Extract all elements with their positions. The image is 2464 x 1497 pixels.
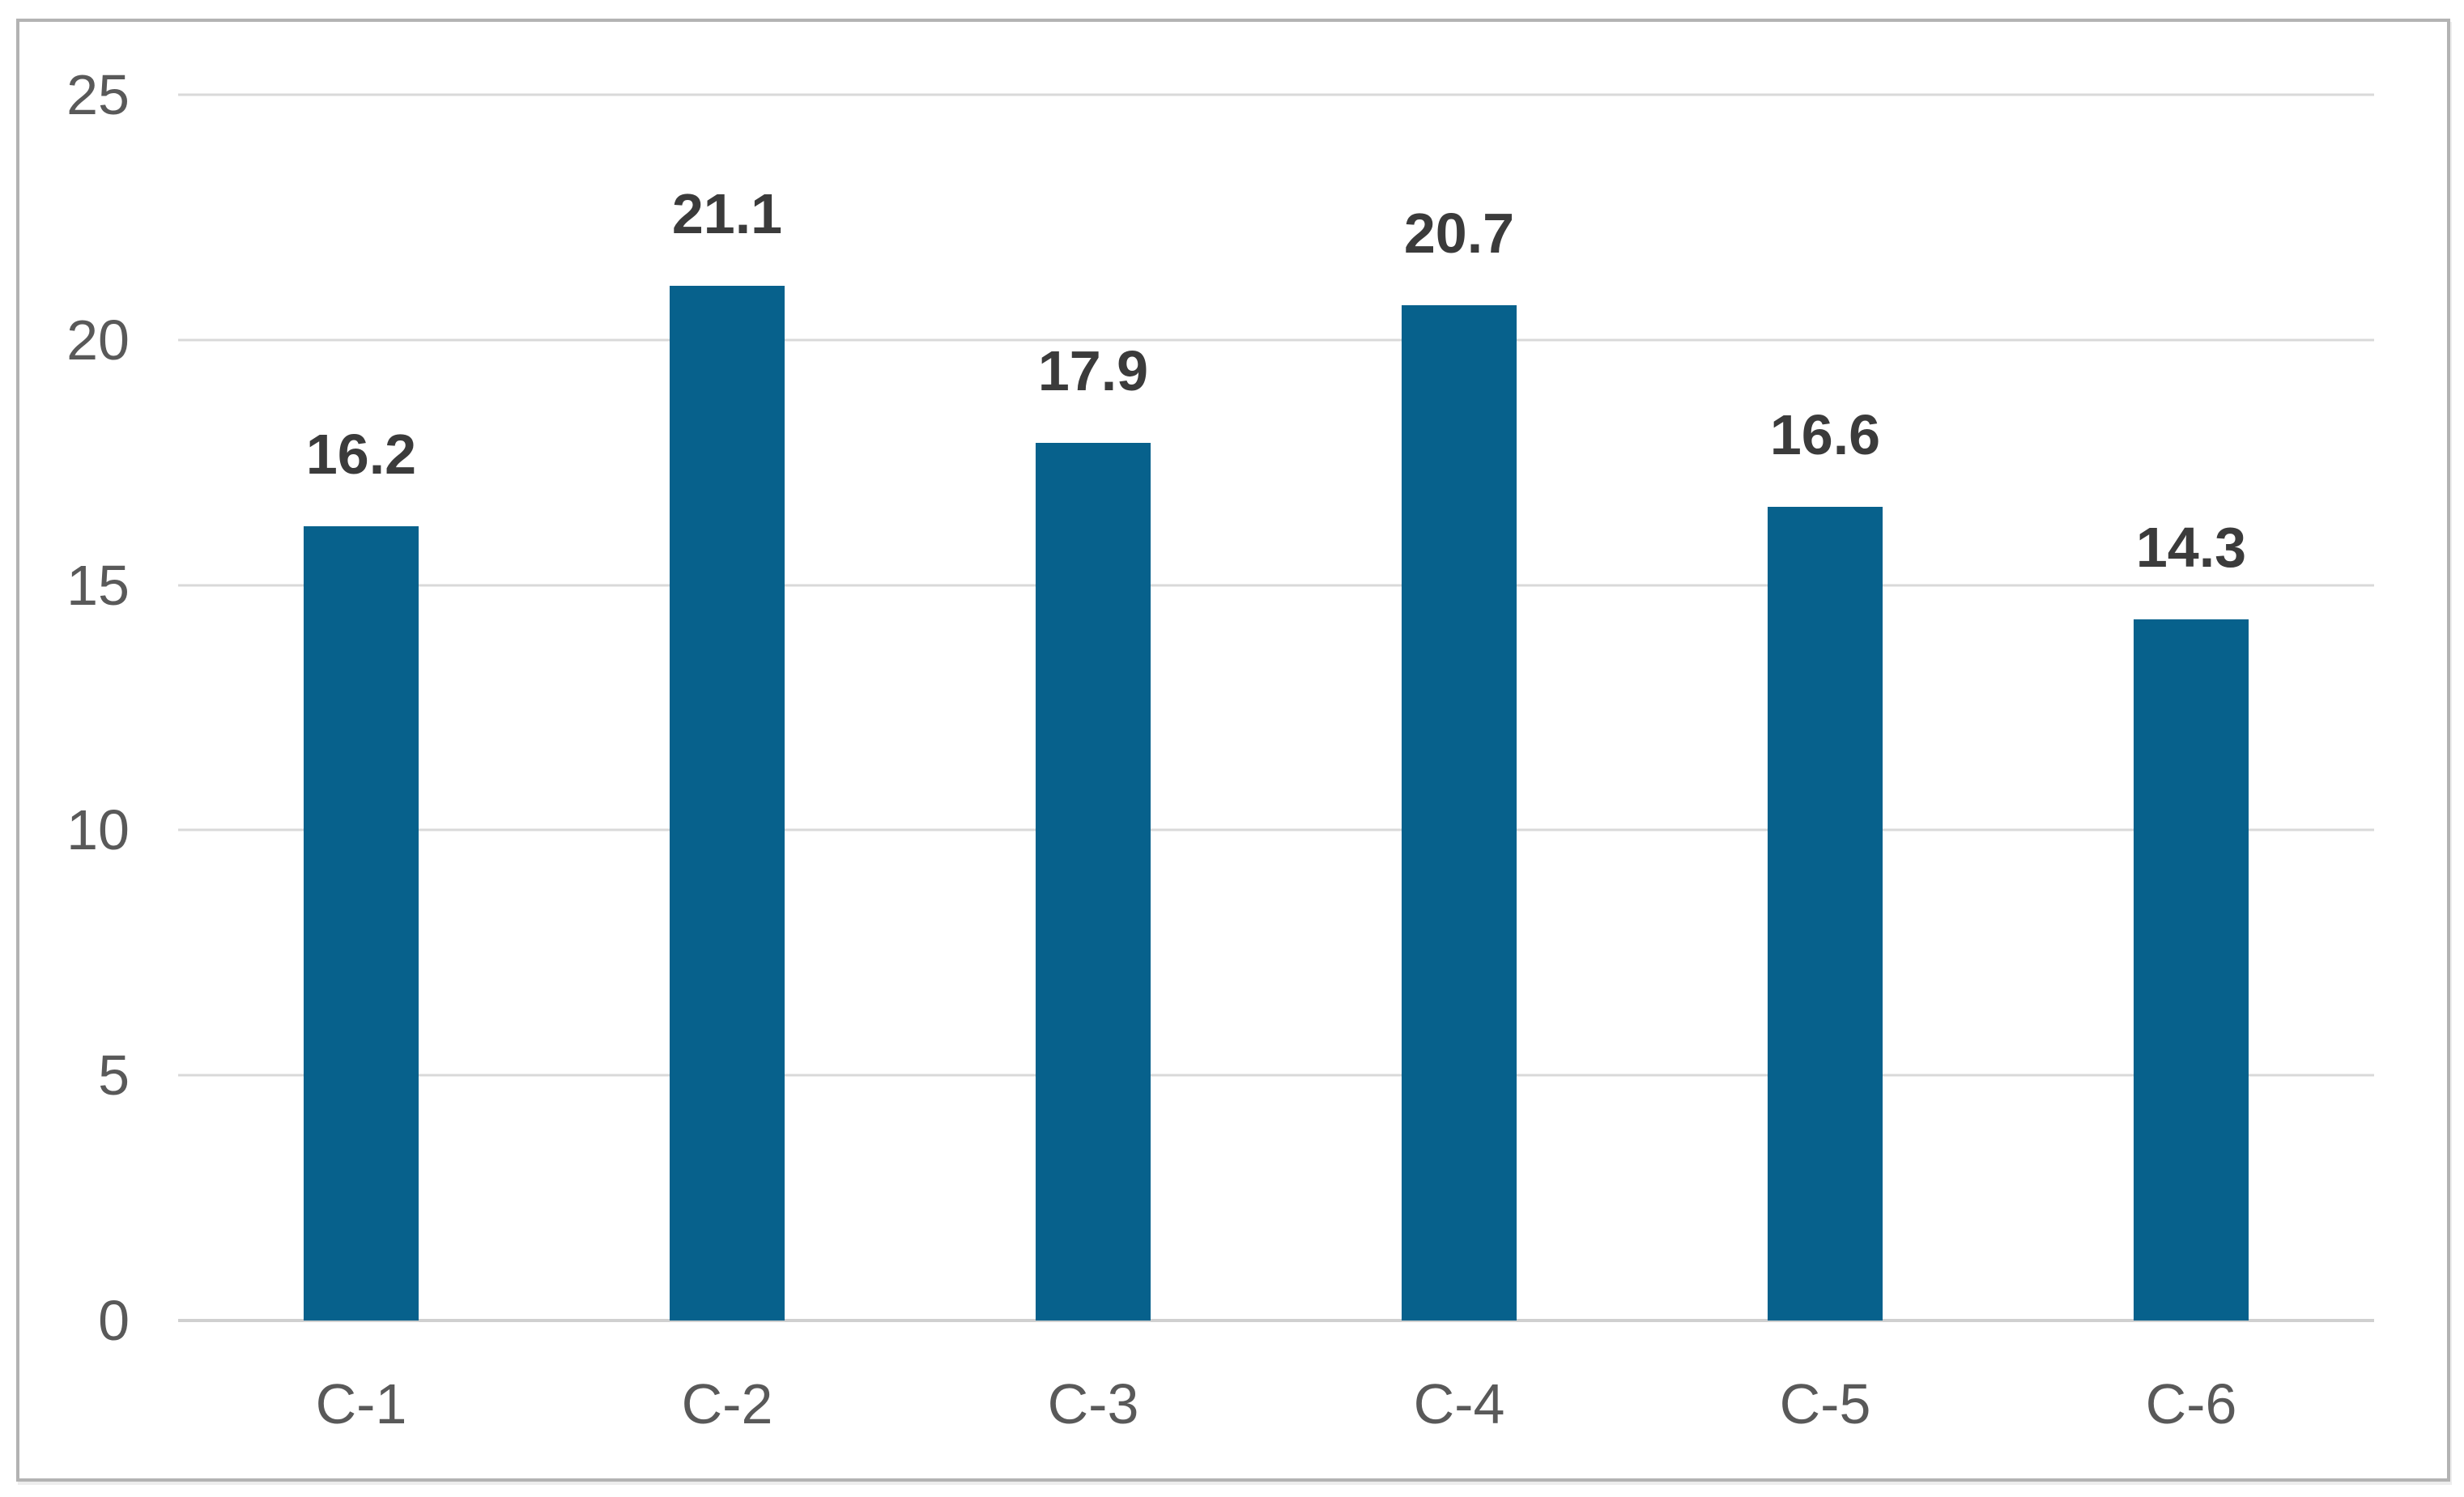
x-axis: C-1 C-2 C-3 C-4 C-5 C-6 [178, 1321, 2374, 1434]
y-tick-label: 5 [98, 1044, 130, 1108]
y-tick-label: 15 [66, 553, 130, 617]
bar-value-label: 14.3 [2135, 516, 2247, 579]
plot-area: 16.2 21.1 17.9 20.7 16.6 14.3 [178, 93, 2374, 1322]
gridline [178, 828, 2374, 831]
bar [1768, 506, 1883, 1321]
bar-chart-frame [16, 19, 2450, 1482]
bar-value-label: 21.1 [671, 182, 783, 246]
bar-value-label: 16.2 [305, 422, 417, 486]
bar-value-label: 20.7 [1403, 202, 1515, 266]
bar-value-label: 17.9 [1037, 338, 1149, 402]
x-tick-label: C-6 [2145, 1372, 2237, 1435]
bar [1036, 442, 1151, 1321]
bar-value-label: 16.6 [1769, 402, 1881, 466]
y-tick-label: 20 [66, 308, 130, 372]
x-tick-label: C-5 [1779, 1372, 1871, 1435]
bar [2134, 619, 2249, 1321]
y-tick-label: 0 [98, 1289, 130, 1352]
gridline [178, 584, 2374, 587]
gridline [178, 1074, 2374, 1077]
baseline-gridline [178, 1319, 2374, 1322]
gridline [178, 338, 2374, 342]
x-tick-label: C-1 [315, 1372, 407, 1435]
x-tick-label: C-4 [1413, 1372, 1505, 1435]
bar [670, 286, 785, 1321]
y-axis: 0 5 10 15 20 25 [36, 66, 130, 1349]
gridline [178, 93, 2374, 96]
y-tick-label: 25 [66, 63, 130, 126]
bar [304, 525, 419, 1321]
bar [1402, 305, 1517, 1321]
x-tick-label: C-3 [1047, 1372, 1139, 1435]
x-tick-label: C-2 [681, 1372, 773, 1435]
y-tick-label: 10 [66, 798, 130, 862]
